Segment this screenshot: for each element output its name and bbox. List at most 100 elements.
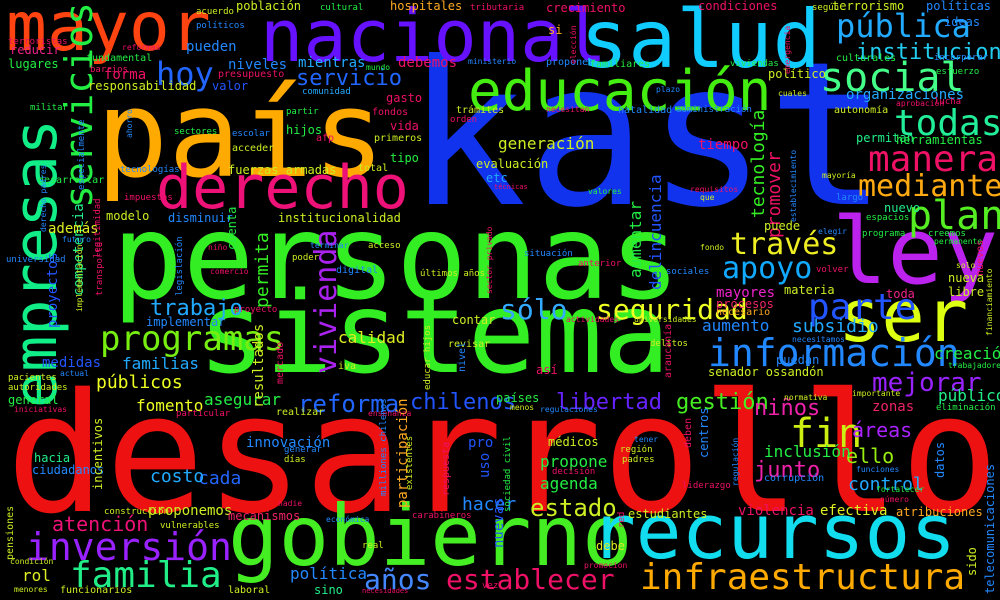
word-organizaciones: organizaciones <box>846 87 965 103</box>
word-menores: menores <box>14 585 48 594</box>
word-hospitales: hospitales <box>390 0 463 13</box>
word-delincuencia: delincuencia <box>646 174 665 290</box>
word-importante: importante <box>852 389 901 398</box>
word-hoy: hoy <box>156 55 214 93</box>
word-poblacion: población <box>236 0 302 13</box>
word-viviendas: viviendas <box>730 59 779 69</box>
word-respuesta: respuesta <box>441 441 452 496</box>
word-permita: permita <box>252 232 273 308</box>
word-crecimiento: crecimiento <box>546 1 626 15</box>
word-deben: deben <box>683 417 694 448</box>
word-manera: manera <box>868 139 999 180</box>
word-lugares: lugares <box>8 57 59 71</box>
word-tramites: trámites <box>456 105 505 116</box>
word-trabajadores: trabajadores <box>948 361 1000 370</box>
word-ahorro: ahorro <box>125 109 134 138</box>
word-rol: rol <box>22 566 51 585</box>
word-legislacion: legislación <box>175 236 185 296</box>
word-anterior: anterior <box>578 259 622 269</box>
word-acceso: acceso <box>368 241 401 251</box>
word-servicio: servicio <box>296 66 402 91</box>
word-fuerzas-armadas: fuerzas armadas <box>228 163 337 177</box>
word-kast: kast <box>406 19 888 252</box>
word-implementacion: implementación <box>75 244 84 312</box>
word-eliminacion: eliminación <box>936 403 996 413</box>
word-contar: contar <box>452 313 496 327</box>
word-ensenanza: ensenanza <box>368 409 412 418</box>
word-ser: ser <box>838 274 969 358</box>
word-ultimos-anos: últimos años <box>420 269 486 279</box>
word-junto: junto <box>754 458 821 483</box>
word-general: general <box>8 393 59 407</box>
word-construccion: construcción <box>104 507 170 517</box>
word-control: control <box>848 474 924 495</box>
word-araucania: araucanía <box>663 323 674 378</box>
word-decision: decisión <box>552 467 596 477</box>
word-elegir: elegir <box>818 227 847 236</box>
word-telecomunicaciones: telecomunicaciones <box>983 463 997 594</box>
word-proyecto: proyecto <box>234 305 278 315</box>
word-comercio: comercio <box>210 267 249 276</box>
word-impuestos: impuestos <box>124 193 173 203</box>
word-nueva: nueva <box>948 271 985 285</box>
word-mayoria: mayoría <box>822 171 856 180</box>
word-cuenta: cuenta <box>225 206 239 250</box>
word-datos: datos <box>933 441 947 478</box>
word-instituciones: instituciones <box>856 40 1000 65</box>
word-necesitamos: necesitamos <box>792 335 845 344</box>
word-regulacion: regulación <box>731 437 740 486</box>
word-niveles: niveles <box>228 57 288 73</box>
word-desarrollo: desarrollo <box>6 358 1000 550</box>
word-hacia: hacia <box>34 451 71 465</box>
word-disminuir: disminuir <box>168 211 234 225</box>
word-tecnologias: tecnologías <box>120 165 180 175</box>
word-emergencia: emergencia <box>783 25 792 74</box>
word-cultural: cultural <box>320 3 364 13</box>
word-inclusion: inclusión <box>764 442 851 461</box>
word-sector-privado: sector privado <box>485 226 494 294</box>
word-libre: libre <box>948 285 985 299</box>
word-pueden: pueden <box>186 39 237 55</box>
word-incorporar: incorporar <box>934 53 989 63</box>
word-fomento: fomento <box>136 396 204 415</box>
word-publicos: públicos <box>96 372 183 393</box>
word-existentes: existentes <box>405 435 415 490</box>
word-apoyo: apoyo <box>722 251 813 286</box>
word-ministerio: ministerio <box>468 57 517 66</box>
word-asegurar: asegurar <box>204 390 282 409</box>
word-mediante: mediante <box>858 169 1000 204</box>
word-mecanismos: mecanismos <box>228 509 301 523</box>
word-sectores: sectores <box>174 127 218 137</box>
word-iniciativas: iniciativas <box>14 405 67 414</box>
word-requisitos: requisitos <box>690 185 739 194</box>
word-resultados: resultados <box>251 323 267 408</box>
word-derecho: derecho <box>156 153 409 223</box>
word-valores: valores <box>588 187 622 196</box>
word-incentivos: incentivos <box>91 417 105 490</box>
word-asi: así <box>536 363 558 377</box>
word-familia: familia <box>70 555 222 596</box>
word-reforma: reforma <box>298 390 400 418</box>
word-infraestructura: infraestructura <box>640 557 966 598</box>
word-trabajo: trabajo <box>150 296 243 321</box>
word-tener: tener <box>634 435 659 444</box>
word-natalidad: natalidad <box>618 105 673 116</box>
word-estudiantes: estudiantes <box>628 507 708 521</box>
word-fin: fin <box>790 411 863 457</box>
word-solo: sólo <box>500 293 568 326</box>
word-region: región <box>620 445 653 455</box>
word-revisar: revisar <box>448 339 491 350</box>
word-vivienda: vivienda <box>309 229 344 375</box>
word-educar-hijos: educar hijos <box>423 324 433 390</box>
word-actual: actual <box>60 369 89 378</box>
word-escolar: escolar <box>232 129 270 139</box>
word-total: total <box>358 163 389 174</box>
word-agenda: agenda <box>540 474 598 493</box>
word-laboral: laboral <box>228 585 271 596</box>
word-traves: través <box>730 227 839 262</box>
word-politico: político <box>768 67 826 81</box>
word-sistema: sistema <box>198 269 671 399</box>
word-pensiones: pensiones <box>5 505 16 560</box>
word-aumentar: aumentar <box>626 200 645 278</box>
word-paises: países <box>496 391 540 405</box>
